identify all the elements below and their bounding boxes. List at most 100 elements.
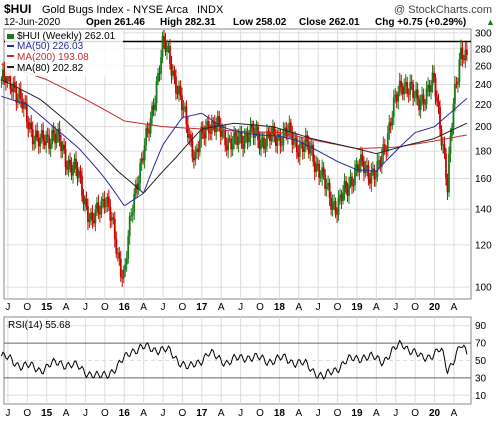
price-bar-body xyxy=(110,217,113,221)
legend-swatch-price xyxy=(7,34,14,39)
price-bar-body xyxy=(87,206,89,222)
price-bar-body xyxy=(342,192,344,202)
price-bar-body xyxy=(24,102,27,104)
price-bar-body xyxy=(291,132,294,145)
price-bar-body xyxy=(301,142,304,152)
price-bar-body xyxy=(388,122,391,134)
price-bar-body xyxy=(4,77,7,84)
price-bar-body xyxy=(449,135,452,155)
price-bar-body xyxy=(455,83,458,85)
price-bar-body xyxy=(413,96,416,98)
price-x-tick: 15 xyxy=(41,302,53,313)
price-bar-body xyxy=(95,202,98,210)
price-bar-body xyxy=(37,137,40,147)
price-bar-body xyxy=(164,40,167,52)
price-bar-body xyxy=(246,132,249,143)
price-bar-body xyxy=(351,176,353,187)
price-bar-body xyxy=(2,69,4,80)
price-bar-body xyxy=(239,131,242,137)
ma50-line xyxy=(1,95,468,206)
price-bar-body xyxy=(242,143,244,149)
price-bar-body xyxy=(230,138,233,150)
price-bar-body xyxy=(279,133,282,146)
price-bar-body xyxy=(52,130,55,134)
price-bar-body xyxy=(182,107,185,111)
rsi-x-tick: A xyxy=(218,408,225,419)
quote-high: High 282.31 xyxy=(160,17,216,28)
price-bar-body xyxy=(103,199,106,208)
chart-exchange: INDX xyxy=(197,4,224,16)
price-bar-body xyxy=(118,252,121,259)
price-bar-body xyxy=(109,206,112,221)
price-bar-body xyxy=(94,209,97,224)
price-bar-body xyxy=(6,73,9,84)
price-bar-body xyxy=(245,132,247,136)
price-x-axis: J O 15 A J O 16 A J O 17 A J O 18 A J O 19 A J O 20 A xyxy=(5,302,457,313)
price-bar-body xyxy=(113,218,116,240)
price-x-tick: 16 xyxy=(119,302,131,313)
price-bar-body xyxy=(112,217,115,219)
rsi-x-tick: 20 xyxy=(429,408,441,419)
price-bar-body xyxy=(13,82,16,89)
price-bar-body xyxy=(368,178,371,184)
price-bar-body xyxy=(452,103,455,128)
price-bar-body xyxy=(304,135,307,148)
price-bar-body xyxy=(146,128,149,131)
price-bar-body xyxy=(319,177,322,179)
price-bar-body xyxy=(285,127,288,137)
price-bar-body xyxy=(418,99,421,111)
price-bar-body xyxy=(382,144,385,156)
price-bar-body xyxy=(97,202,100,213)
legend-price: $HUI (Weekly) 262.01 xyxy=(17,31,116,42)
price-bar-body xyxy=(374,176,377,180)
rsi-x-tick: 18 xyxy=(274,408,286,419)
price-bar-body xyxy=(370,170,373,184)
price-bar-body xyxy=(457,81,459,85)
price-bars xyxy=(0,29,468,287)
price-bar-body xyxy=(327,182,330,187)
price-bar-body xyxy=(166,46,168,52)
price-bar-body xyxy=(465,49,468,56)
price-bar-body xyxy=(233,132,236,144)
price-bar-body xyxy=(63,144,65,150)
rsi-x-tick: J xyxy=(83,408,88,419)
quote-close: Close 262.01 xyxy=(299,17,360,28)
price-bar-body xyxy=(76,169,79,179)
price-bar-body xyxy=(410,82,413,85)
price-bar-body xyxy=(22,102,25,109)
price-bar-body xyxy=(60,141,62,151)
price-bar-body xyxy=(267,131,270,133)
price-bar-body xyxy=(336,214,338,215)
price-bar-body xyxy=(45,134,48,146)
price-bar-body xyxy=(91,212,94,221)
price-bar-body xyxy=(46,134,49,137)
chart-symbol: $HUI xyxy=(4,2,31,16)
price-bar-body xyxy=(400,80,403,88)
price-bar-body xyxy=(416,89,419,100)
price-bar-body xyxy=(12,82,15,92)
price-y-tick: 120 xyxy=(475,240,492,251)
price-bar-body xyxy=(84,198,86,205)
price-bar-body xyxy=(195,148,198,152)
price-bar-body xyxy=(318,164,321,178)
price-bar-body xyxy=(464,49,467,61)
price-bar-body xyxy=(90,212,92,220)
legend-ma80: MA(80) 202.82 xyxy=(17,63,84,74)
rsi-x-tick: 17 xyxy=(196,408,208,419)
price-bar-body xyxy=(348,184,350,196)
price-bar-body xyxy=(131,212,134,216)
legend-swatch-ma200 xyxy=(7,55,14,57)
price-y-tick: 140 xyxy=(475,205,492,216)
price-bar-body xyxy=(236,136,239,145)
rsi-x-tick: A xyxy=(63,408,70,419)
price-bar-body xyxy=(380,155,383,167)
price-bar-body xyxy=(404,82,407,86)
price-bar-body xyxy=(67,159,70,170)
rsi-x-tick: J xyxy=(5,408,10,419)
price-bar-body xyxy=(225,145,228,151)
price-bar-body xyxy=(42,130,45,142)
price-bar-body xyxy=(307,141,310,154)
price-bar-body xyxy=(243,135,246,149)
price-bar-body xyxy=(439,106,441,130)
price-bar-body xyxy=(300,142,303,145)
